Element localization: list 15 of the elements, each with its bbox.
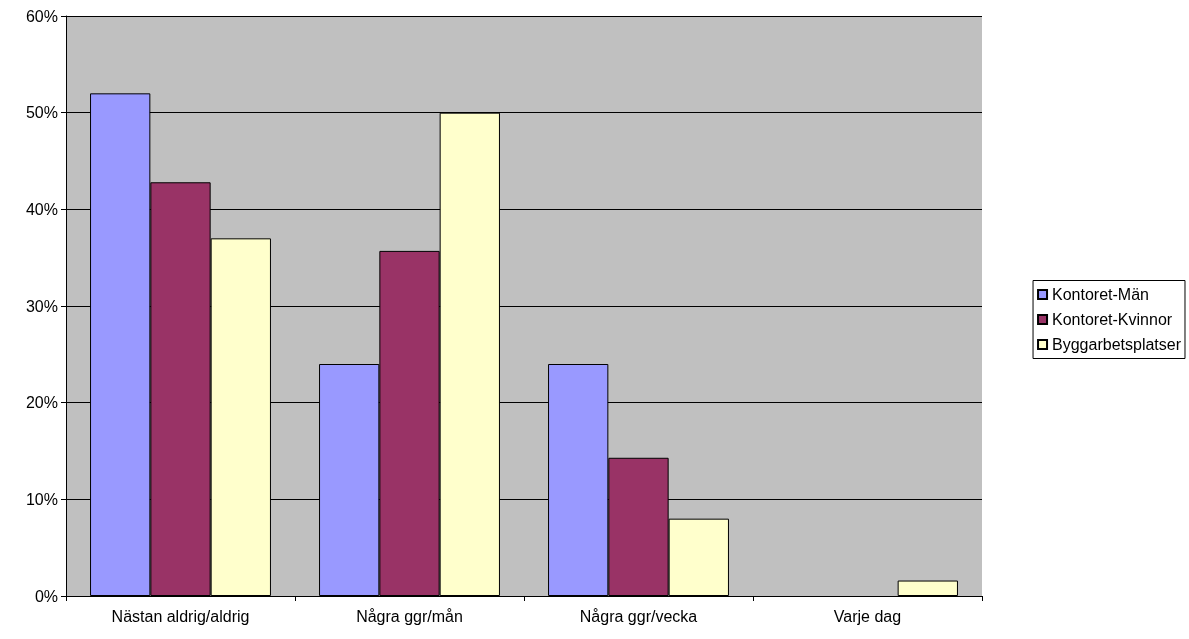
x-tick-label: Nästan aldrig/aldrig (111, 607, 250, 625)
bar (897, 580, 958, 596)
x-tick-label: Några ggr/vecka (579, 607, 698, 625)
y-tick-label: 50% (25, 104, 58, 122)
x-tick-label: Några ggr/mån (356, 607, 463, 625)
x-tick-label: Varje dag (833, 607, 902, 625)
y-tick-label: 20% (25, 394, 58, 412)
y-tick-label: 60% (25, 7, 58, 25)
y-tick-label: 30% (25, 297, 58, 315)
y-tick-label: 0% (34, 587, 58, 605)
legend-label: Kontoret-Män (1052, 286, 1149, 303)
y-tick-label: 10% (25, 490, 58, 508)
legend-label: Byggarbetsplatser (1052, 336, 1182, 353)
legend-label: Kontoret-Kvinnor (1052, 311, 1173, 328)
y-tick-label: 40% (25, 200, 58, 218)
